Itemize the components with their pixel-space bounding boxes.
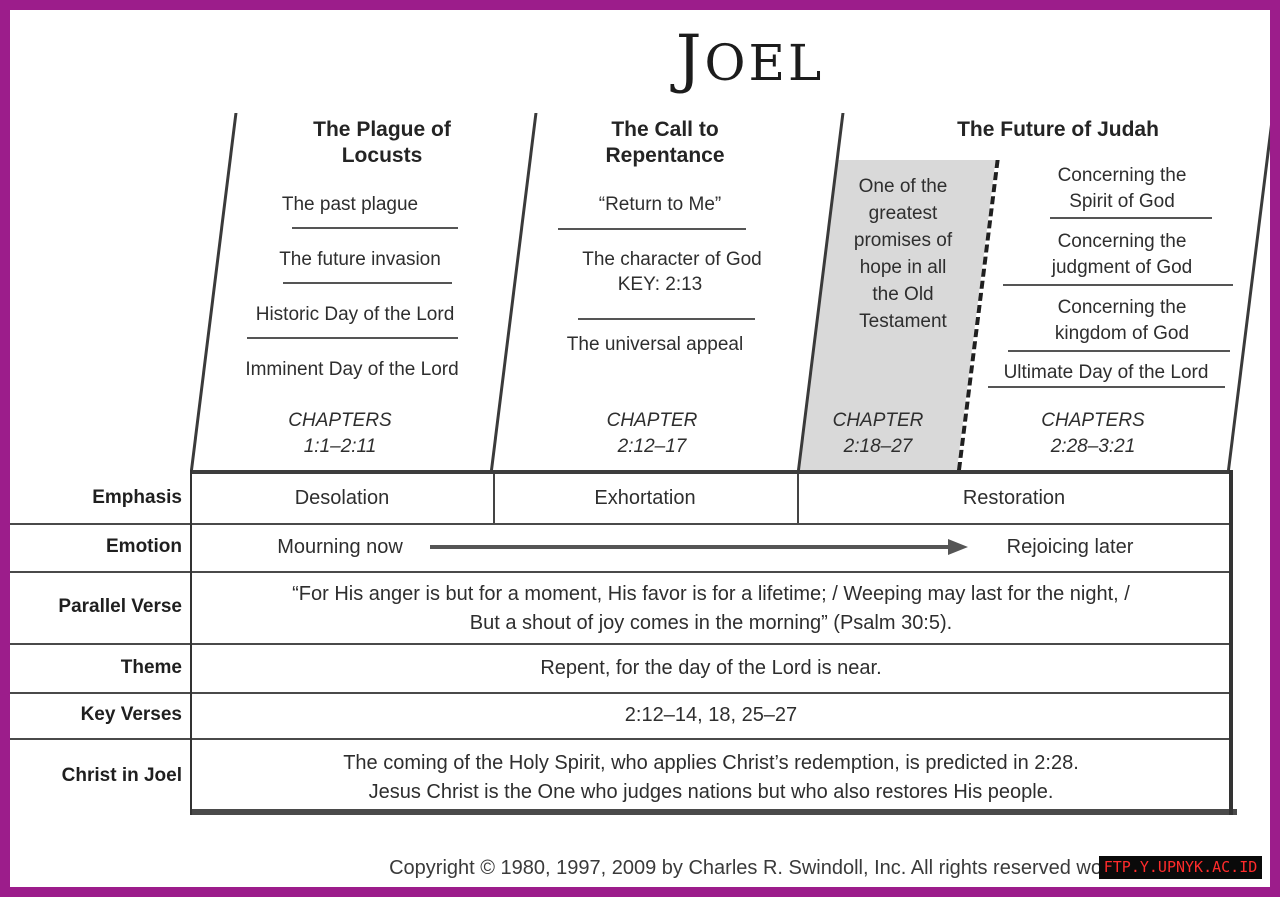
divider-rule <box>1003 284 1233 286</box>
col3-chapters: CHAPTER 2:18–27 <box>778 408 978 460</box>
col4-item1-line2: Spirit of God <box>1069 191 1175 212</box>
col2-header-line2: Repentance <box>605 144 725 167</box>
col3-note-line: Testament <box>859 311 947 332</box>
col1-header: The Plague of Locusts <box>277 117 487 169</box>
column-divider-right <box>1227 113 1275 470</box>
row-line <box>10 571 1233 573</box>
col4-item2: Concerning the judgment of God <box>1037 229 1207 281</box>
divider-rule <box>988 386 1225 388</box>
table-top-border <box>190 470 1233 474</box>
emotion-arrow-head-icon <box>948 539 968 555</box>
col2-chapter-range: 2:12–17 <box>617 436 687 457</box>
emphasis-divider-2 <box>797 474 799 523</box>
col1-item1: The past plague <box>281 194 419 215</box>
col2-item1: “Return to Me” <box>598 194 722 215</box>
col4-item3: Concerning the kingdom of God <box>1037 295 1207 347</box>
col2-chapters: CHAPTER 2:12–17 <box>552 408 752 460</box>
emphasis-cell-exhortation: Exhortation <box>594 487 696 509</box>
copyright-text: Copyright © 1980, 1997, 2009 by Charles … <box>389 857 1171 879</box>
row-label-emphasis: Emphasis <box>92 487 182 508</box>
divider-rule <box>247 337 458 339</box>
watermark-badge: FTP.Y.UPNYK.AC.ID <box>1099 856 1262 879</box>
divider-rule <box>578 318 755 320</box>
col1-header-line2: Locusts <box>341 144 423 167</box>
emotion-right-text: Rejoicing later <box>1006 536 1134 558</box>
parallel-verse-line2: But a shout of joy comes in the morning”… <box>469 612 953 634</box>
parallel-verse-line1: “For His anger is but for a moment, His … <box>292 583 1130 605</box>
column-divider-1-2 <box>490 113 538 470</box>
emotion-arrow-line <box>430 545 950 549</box>
christ-in-joel-line1: The coming of the Holy Spirit, who appli… <box>343 752 1079 774</box>
emotion-left-text: Mourning now <box>277 536 403 558</box>
col3-chapter-label: CHAPTER <box>832 410 924 431</box>
col2-chapter-label: CHAPTER <box>606 410 698 431</box>
col4-item4: Ultimate Day of the Lord <box>1003 362 1209 383</box>
future-of-judah-header: The Future of Judah <box>957 118 1159 141</box>
row-label-key-verses: Key Verses <box>80 704 182 725</box>
row-line <box>10 738 1233 740</box>
col3-note-line: greatest <box>868 203 938 224</box>
col1-header-line1: The Plague of <box>313 118 451 141</box>
col1-chapter-label: CHAPTERS <box>288 410 392 431</box>
key-verses-text: 2:12–14, 18, 25–27 <box>624 704 798 726</box>
column-divider-left <box>190 113 238 470</box>
emphasis-cell-desolation: Desolation <box>294 487 390 509</box>
col3-note-line: One of the <box>858 176 948 197</box>
row-label-theme: Theme <box>120 657 182 678</box>
christ-in-joel-line2: Jesus Christ is the One who judges natio… <box>368 781 1054 803</box>
col3-note-line: promises of <box>853 230 953 251</box>
row-line <box>10 523 1233 525</box>
emphasis-divider-1 <box>493 474 495 523</box>
col2-item3: The universal appeal <box>566 334 744 355</box>
col1-item2: The future invasion <box>279 249 441 270</box>
col1-chapters: CHAPTERS 1:1–2:11 <box>240 408 440 460</box>
row-label-parallel-verse: Parallel Verse <box>58 596 182 617</box>
row-label-emotion: Emotion <box>106 536 182 557</box>
theme-text: Repent, for the day of the Lord is near. <box>540 657 882 679</box>
col4-chapters: CHAPTERS 2:28–3:21 <box>993 408 1193 460</box>
col3-note-line: the Old <box>872 284 934 305</box>
col1-item3: Historic Day of the Lord <box>255 304 455 325</box>
col2-header-line1: The Call to <box>611 118 719 141</box>
table-right-border <box>1229 470 1233 815</box>
col2-item2-key: KEY: 2:13 <box>617 274 703 295</box>
col4-item1-line1: Concerning the <box>1057 165 1187 186</box>
divider-rule <box>1008 350 1230 352</box>
col2-header: The Call to Repentance <box>575 117 755 169</box>
col3-note: One of the greatest promises of hope in … <box>833 173 973 335</box>
col1-chapter-range: 1:1–2:11 <box>303 436 377 457</box>
col4-item2-line2: judgment of God <box>1051 257 1193 278</box>
col4-chapter-label: CHAPTERS <box>1041 410 1145 431</box>
row-label-christ-in-joel: Christ in Joel <box>61 765 182 786</box>
table-bottom-border <box>190 809 1237 815</box>
divider-rule <box>558 228 746 230</box>
row-line <box>10 692 1233 694</box>
col3-chapter-range: 2:18–27 <box>843 436 913 457</box>
col4-item1: Concerning the Spirit of God <box>1037 163 1207 215</box>
emphasis-cell-restoration: Restoration <box>962 487 1066 509</box>
divider-rule <box>292 227 458 229</box>
col1-item4: Imminent Day of the Lord <box>245 359 459 380</box>
col2-item2: The character of God <box>582 249 762 270</box>
col3-note-line: hope in all <box>859 257 947 278</box>
divider-rule <box>283 282 452 284</box>
col4-item3-line1: Concerning the <box>1057 297 1187 318</box>
divider-rule <box>1050 217 1212 219</box>
col4-item2-line1: Concerning the <box>1057 231 1187 252</box>
row-line <box>10 643 1233 645</box>
col4-item3-line2: kingdom of God <box>1054 323 1190 344</box>
page-title: JOEL <box>675 22 825 96</box>
col4-chapter-range: 2:28–3:21 <box>1050 436 1136 457</box>
table-left-border <box>190 470 192 815</box>
